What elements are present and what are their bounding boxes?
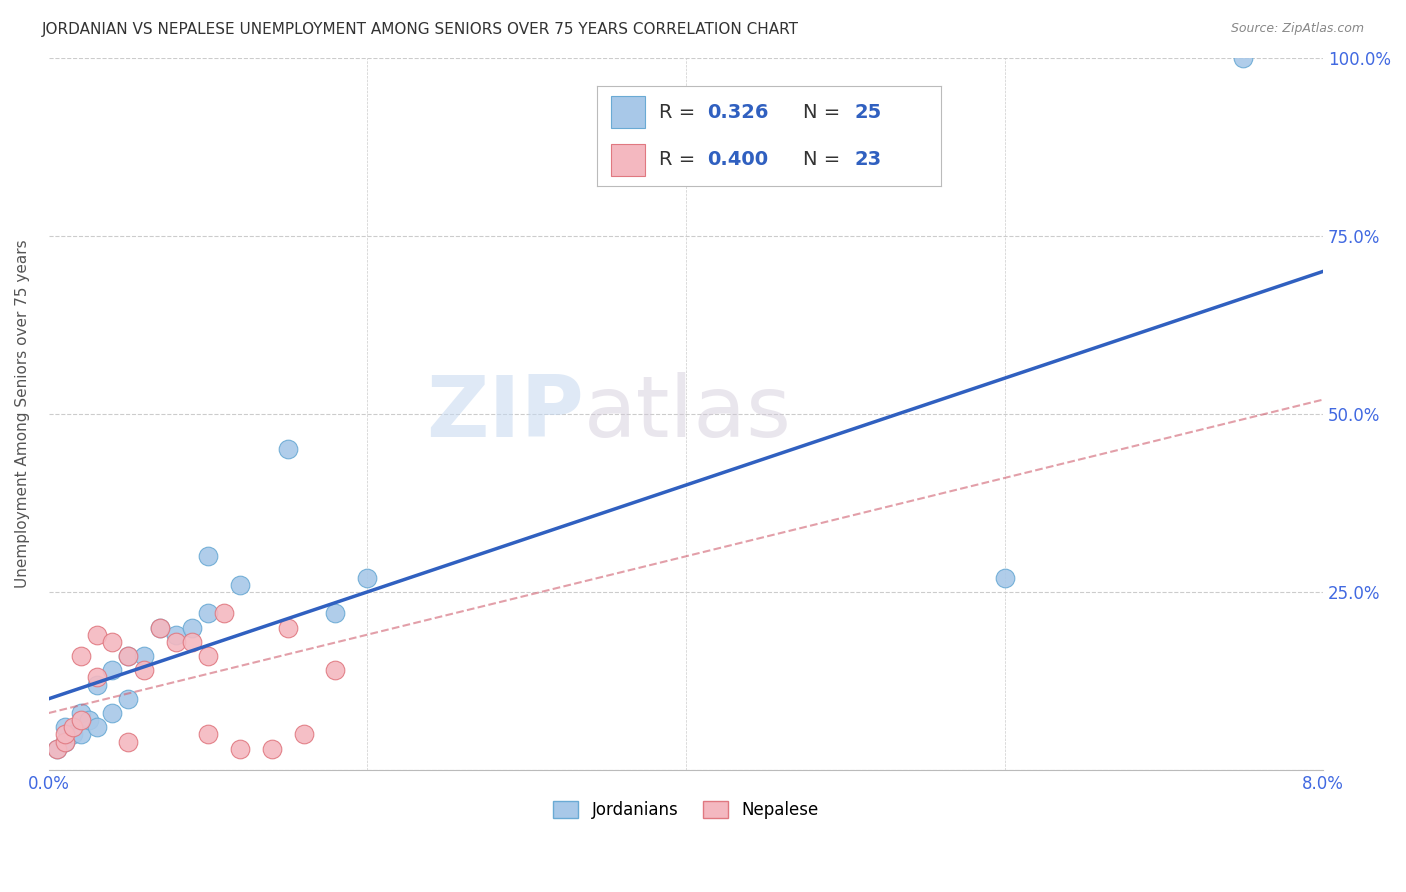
Point — [134, 648, 156, 663]
Point — [101, 706, 124, 720]
Point — [69, 727, 91, 741]
Point — [277, 621, 299, 635]
Point — [993, 571, 1015, 585]
Point — [197, 607, 219, 621]
Point — [117, 648, 139, 663]
Point — [149, 621, 172, 635]
Point — [53, 720, 76, 734]
Y-axis label: Unemployment Among Seniors over 75 years: Unemployment Among Seniors over 75 years — [15, 240, 30, 588]
Text: atlas: atlas — [583, 372, 792, 455]
Point — [45, 741, 67, 756]
Point — [53, 734, 76, 748]
Point — [69, 648, 91, 663]
Point — [62, 720, 84, 734]
Point — [134, 663, 156, 677]
Point — [181, 621, 204, 635]
Point — [165, 634, 187, 648]
Point — [62, 727, 84, 741]
Point — [325, 607, 347, 621]
Point — [69, 706, 91, 720]
Point — [69, 713, 91, 727]
Point — [86, 677, 108, 691]
Point — [45, 741, 67, 756]
Point — [325, 663, 347, 677]
Point — [181, 634, 204, 648]
Point — [356, 571, 378, 585]
Point — [165, 627, 187, 641]
Point — [77, 713, 100, 727]
Point — [197, 727, 219, 741]
Point — [117, 648, 139, 663]
Point — [149, 621, 172, 635]
Point — [86, 670, 108, 684]
Point — [53, 727, 76, 741]
Point — [101, 634, 124, 648]
Text: JORDANIAN VS NEPALESE UNEMPLOYMENT AMONG SENIORS OVER 75 YEARS CORRELATION CHART: JORDANIAN VS NEPALESE UNEMPLOYMENT AMONG… — [42, 22, 799, 37]
Point — [86, 720, 108, 734]
Point — [197, 549, 219, 564]
Point — [117, 734, 139, 748]
Text: Source: ZipAtlas.com: Source: ZipAtlas.com — [1230, 22, 1364, 36]
Text: ZIP: ZIP — [426, 372, 583, 455]
Point — [277, 442, 299, 457]
Legend: Jordanians, Nepalese: Jordanians, Nepalese — [547, 794, 825, 826]
Point — [197, 648, 219, 663]
Point — [1232, 51, 1254, 65]
Point — [117, 691, 139, 706]
Point — [260, 741, 283, 756]
Point — [229, 578, 252, 592]
Point — [212, 607, 235, 621]
Point — [86, 627, 108, 641]
Point — [53, 734, 76, 748]
Point — [229, 741, 252, 756]
Point — [101, 663, 124, 677]
Point — [292, 727, 315, 741]
